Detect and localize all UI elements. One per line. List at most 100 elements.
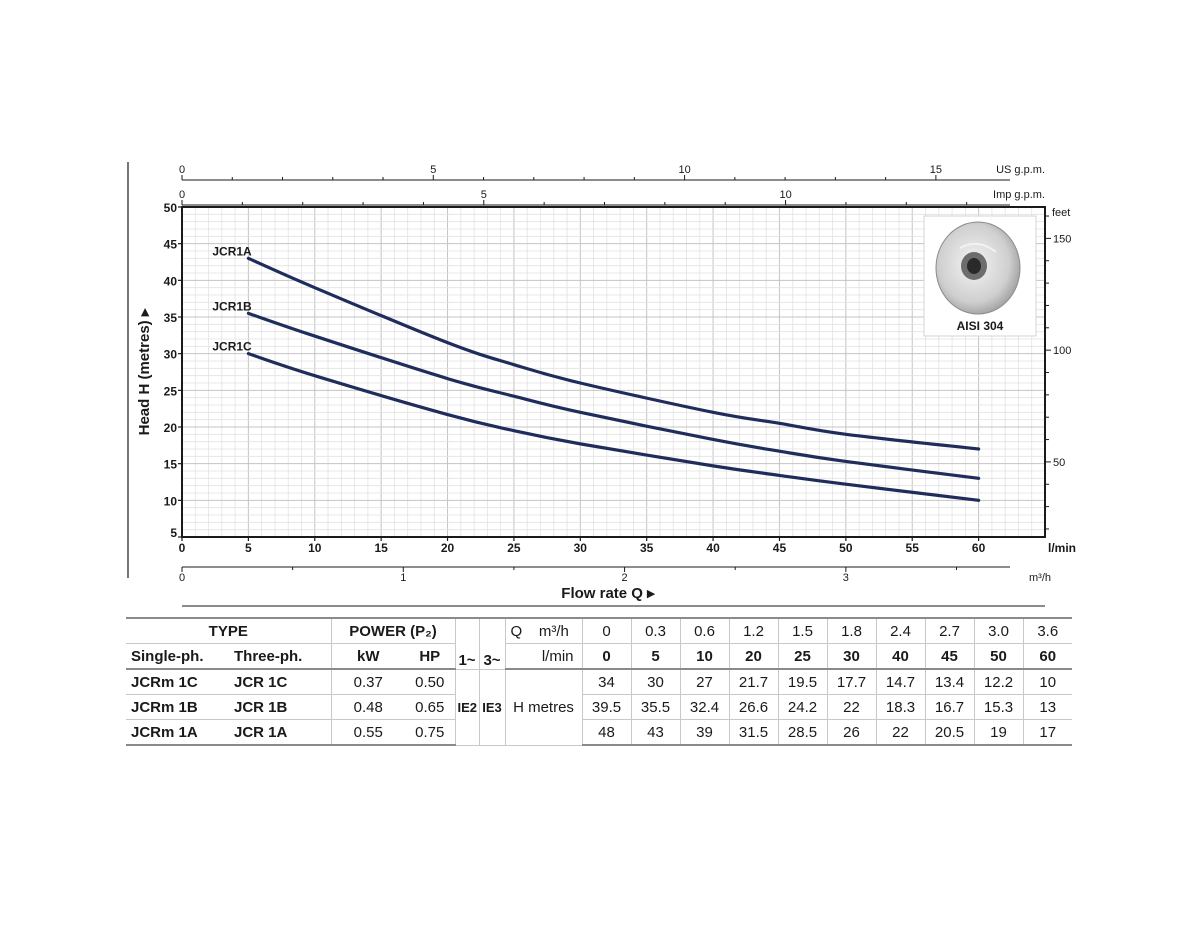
top-tick-label: 5	[481, 189, 487, 201]
single-ph-model: JCRm 1A	[126, 719, 229, 746]
y-tick-label: 30	[164, 348, 178, 362]
lmin-cell: 60	[1022, 643, 1072, 670]
head-value: 32.4	[679, 694, 729, 720]
lmin-cell: 20	[728, 643, 778, 670]
impeller-inset: AISI 304	[923, 215, 1037, 337]
m3h-tick-label: 2	[622, 572, 628, 584]
m3h-cell: 3.6	[1022, 617, 1072, 644]
lmin-cell: 25	[777, 643, 827, 670]
y-tick-label: 40	[164, 274, 178, 288]
table-header-row-2: Single-ph. Three-ph. kW HP l/min 0 5 10 …	[126, 643, 1072, 670]
lmin-label: l/min	[504, 643, 582, 670]
table-header-row-1: TYPE POWER (P₂) 1~ 3~ Q m³/h 0 0.3 0.6 1…	[126, 617, 1072, 670]
m3h-label: Q m³/h	[504, 617, 582, 644]
head-value: 12.2	[973, 669, 1023, 695]
series-curve	[246, 352, 981, 502]
table-row: JCRm 1A JCR 1A 0.55 0.75 48 43 39 31.5 2…	[126, 719, 1072, 746]
right-tick-label: 50	[1053, 457, 1065, 469]
m3h-cell: 2.4	[875, 617, 925, 644]
x-tick-label: 10	[308, 541, 322, 555]
top-tick-label: 10	[678, 164, 690, 176]
y-tick-label: 50	[164, 201, 178, 215]
head-value: 20.5	[924, 719, 974, 746]
head-value: 28.5	[777, 719, 827, 746]
x-tick-label: 30	[574, 541, 588, 555]
lmin-cell: 10	[679, 643, 729, 670]
lmin-cell: 5	[630, 643, 680, 670]
right-unit-label: feet	[1052, 207, 1070, 219]
head-value: 30	[630, 669, 680, 695]
head-value: 21.7	[728, 669, 778, 695]
impeller-image	[935, 221, 1021, 315]
y-tick-label: 35	[164, 311, 178, 325]
y-tick-label: 20	[164, 421, 178, 435]
x-tick-label: 55	[906, 541, 920, 555]
top-tick-label: 5	[430, 164, 436, 176]
x-unit-label: l/min	[1048, 541, 1076, 555]
x-tick-label: 0	[179, 541, 186, 555]
head-value: 35.5	[630, 694, 680, 720]
performance-table: TYPE POWER (P₂) 1~ 3~ Q m³/h 0 0.3 0.6 1…	[126, 617, 1072, 746]
right-tick-label: 100	[1053, 345, 1071, 357]
head-value: 39.5	[581, 694, 631, 720]
y-tick-label: 10	[164, 494, 178, 508]
y-tick-label: 15	[164, 458, 178, 472]
kw-header: kW	[330, 643, 405, 670]
grid	[182, 207, 1045, 537]
ie3-label: IE3	[478, 669, 505, 746]
head-value: 22	[826, 694, 876, 720]
head-value: 15.3	[973, 694, 1023, 720]
three-ph-model: JCR 1C	[229, 669, 331, 695]
x-tick-label: 35	[640, 541, 654, 555]
series-curve	[246, 311, 981, 480]
top-tick-label: 0	[179, 189, 185, 201]
head-value: 48	[581, 719, 631, 746]
y-tick-label: 45	[164, 238, 178, 252]
lmin-cell: 50	[973, 643, 1023, 670]
series-label: JCR1B	[212, 299, 252, 313]
m3h-unit-label: m³/h	[1029, 572, 1051, 584]
x-tick-label: 40	[706, 541, 720, 555]
head-value: 17.7	[826, 669, 876, 695]
m3h-tick-label: 0	[179, 572, 185, 584]
phase-3-header: 3~	[478, 617, 505, 670]
series-label: JCR1A	[212, 244, 252, 258]
x-tick-label: 15	[374, 541, 388, 555]
y-axis-label: Head H (metres) ▸	[136, 307, 153, 435]
m3h-cell: 0.3	[630, 617, 680, 644]
head-value: 22	[875, 719, 925, 746]
h-label: H	[513, 698, 524, 716]
y-tick-label: 5	[170, 526, 177, 540]
inset-label: AISI 304	[957, 319, 1004, 333]
head-value: 27	[679, 669, 729, 695]
hp-value: 0.65	[405, 694, 455, 720]
series-curve	[246, 256, 981, 451]
head-value: 39	[679, 719, 729, 746]
h-metres-label: H metres	[504, 669, 582, 746]
head-value: 43	[630, 719, 680, 746]
table-row: JCRm 1B JCR 1B 0.48 0.65 39.5 35.5 32.4 …	[126, 694, 1072, 720]
head-value: 16.7	[924, 694, 974, 720]
ie2-label: IE2	[454, 669, 479, 746]
table-row: JCRm 1C JCR 1C 0.37 0.50 IE2 IE3 H metre…	[126, 669, 1072, 746]
head-value: 24.2	[777, 694, 827, 720]
top-unit-label: US g.p.m.	[996, 164, 1045, 176]
top-tick-label: 10	[779, 189, 791, 201]
head-value: 26.6	[728, 694, 778, 720]
x-tick-label: 60	[972, 541, 986, 555]
m3h-tick-label: 1	[400, 572, 406, 584]
lmin-cell: 0	[581, 643, 631, 670]
head-value: 31.5	[728, 719, 778, 746]
x-tick-label: 45	[773, 541, 787, 555]
power-header: POWER (P₂)	[330, 617, 455, 644]
kw-value: 0.48	[330, 694, 405, 720]
head-value: 13.4	[924, 669, 974, 695]
head-value: 19	[973, 719, 1023, 746]
series-label: JCR1C	[212, 340, 252, 354]
single-ph-model: JCRm 1C	[126, 669, 229, 695]
hp-header: HP	[405, 643, 455, 670]
three-ph-header: Three-ph.	[229, 643, 331, 670]
head-value: 18.3	[875, 694, 925, 720]
pump-performance-chart: 0 5 10 15 20 25 30 35 40 45 50 55 60 l/min51015202530…	[127, 162, 1076, 607]
hp-value: 0.50	[405, 669, 455, 695]
